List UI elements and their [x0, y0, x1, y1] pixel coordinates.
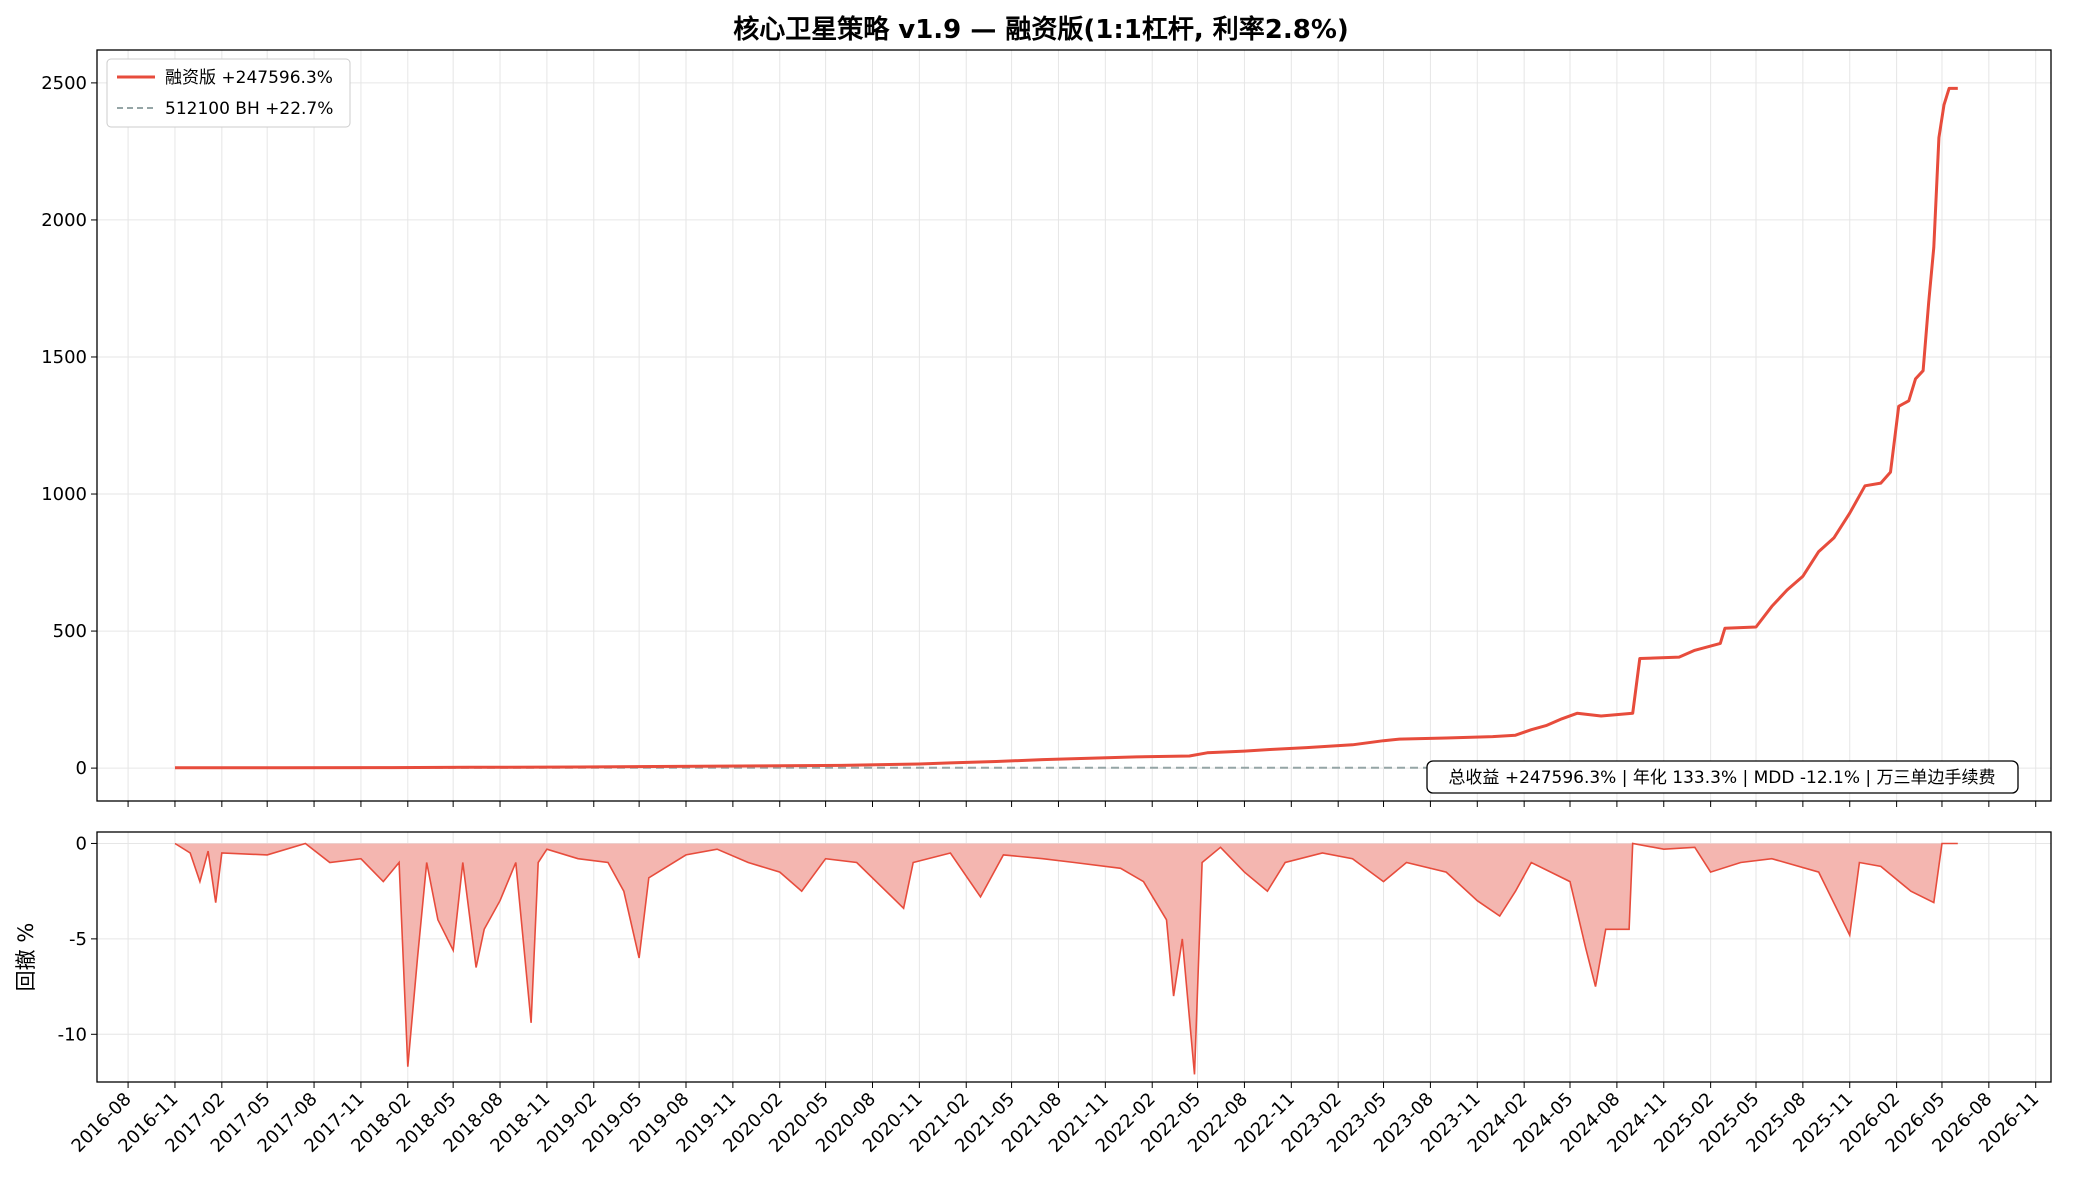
- main-chart-series: [174, 86, 1958, 770]
- chart-title: 核心卫星策略 v1.9 — 融资版(1:1杠杆, 利率2.8%): [733, 14, 1349, 45]
- stats-annotation-text: 总收益 +247596.3% | 年化 133.3% | MDD -12.1% …: [1448, 768, 1995, 788]
- y-tick-label: -5: [69, 929, 87, 950]
- y-tick-label: -10: [58, 1024, 87, 1045]
- y-tick-label: 1000: [41, 484, 87, 505]
- y-tick-label: 500: [53, 621, 87, 642]
- drawdown-chart-frame: [96, 831, 2052, 1083]
- drawdown-area: [175, 843, 1958, 1075]
- main-chart-grid: [97, 50, 2051, 801]
- strategy-equity-line: [174, 86, 1958, 770]
- drawdown-chart-series: [174, 842, 1958, 1075]
- stats-annotation-box: [1426, 760, 2019, 794]
- drawdown-line: [174, 842, 1958, 1075]
- drawdown-chart-y-ticks: 0 -5 -10: [58, 833, 97, 1045]
- stats-annotation: 总收益 +247596.3% | 年化 133.3% | MDD -12.1% …: [1426, 760, 2019, 794]
- legend-label-strategy: 融资版 +247596.3%: [165, 68, 333, 88]
- drawdown-y-axis-label: 回撤 %: [14, 923, 38, 992]
- y-tick-label: 1500: [41, 347, 87, 368]
- legend-box: [106, 58, 351, 128]
- main-chart-frame: [96, 49, 2052, 802]
- y-tick-label: 2000: [41, 210, 87, 231]
- y-tick-label: 0: [76, 758, 87, 779]
- legend-label-benchmark: 512100 BH +22.7%: [165, 99, 333, 119]
- main-chart-y-ticks: 0 500 1000 1500 2000 2500: [41, 73, 97, 779]
- y-tick-label: 2500: [41, 73, 87, 94]
- y-tick-label: 0: [76, 833, 87, 854]
- legend: 融资版 +247596.3% 512100 BH +22.7%: [106, 58, 351, 128]
